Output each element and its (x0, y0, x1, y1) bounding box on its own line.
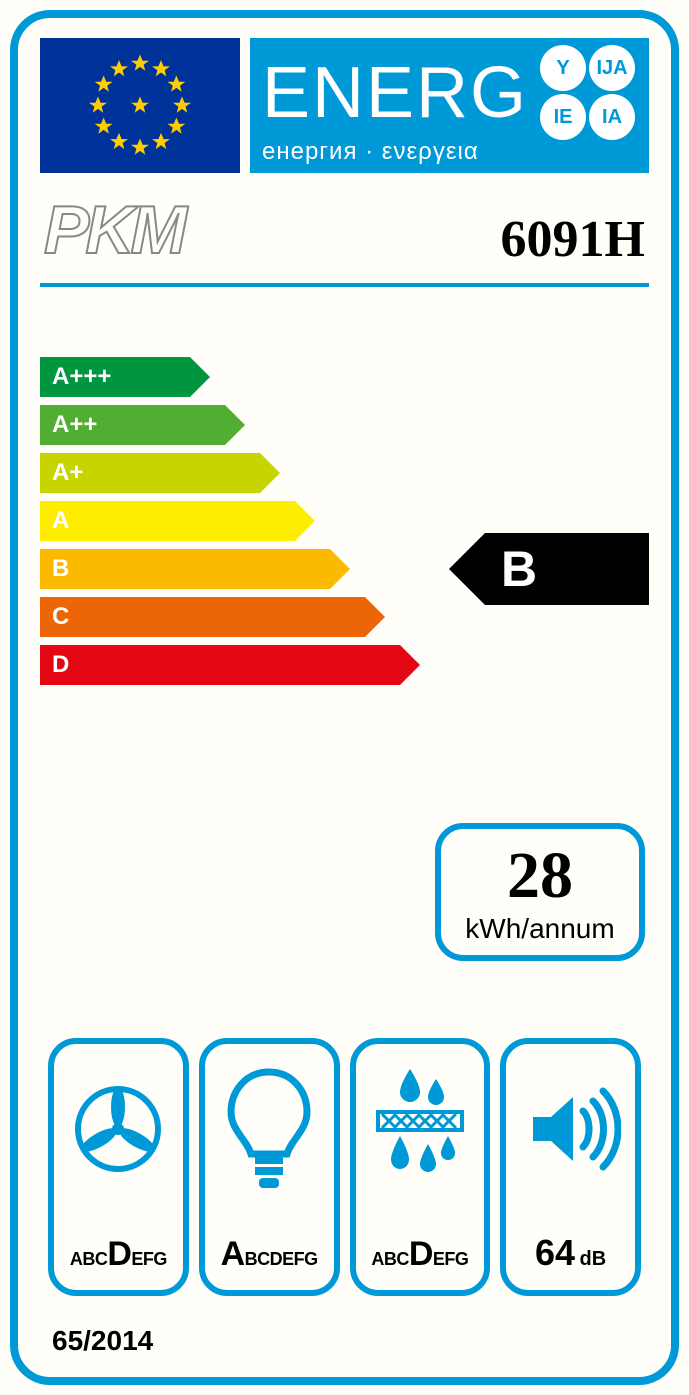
rating-arrow-tip-icon (449, 533, 485, 605)
arrow-tip-icon (365, 597, 385, 637)
energ-word: ENERG (262, 57, 528, 129)
energ-circle: IJA (589, 45, 635, 91)
efficiency-arrow: B (40, 549, 350, 589)
sub-rating-panel-noise: 64 dB (500, 1038, 641, 1296)
efficiency-arrow: C (40, 597, 385, 637)
header-row: ENERG Y IJA IE IA енергия · ενεργεια (40, 38, 649, 173)
grease-icon (370, 1064, 470, 1194)
noise-value: 64 dB (535, 1232, 606, 1274)
efficiency-arrow-label: A++ (40, 405, 225, 445)
brand-row: PKM 6091H (40, 173, 649, 287)
efficiency-arrow-label: A (40, 501, 295, 541)
sub-rating-panel-bulb: ABCDEFG (199, 1038, 340, 1296)
energ-subtitle: енергия · ενεργεια (262, 138, 637, 166)
sub-rating-scale: ABCDEFG (70, 1235, 167, 1274)
noise-icon (521, 1064, 621, 1194)
sub-rating-scale: ABCDEFG (221, 1235, 318, 1274)
arrow-tip-icon (330, 549, 350, 589)
efficiency-arrow-label: A+ (40, 453, 260, 493)
efficiency-arrow: A+ (40, 453, 280, 493)
efficiency-arrow: A++ (40, 405, 245, 445)
brand-logo: PKM (44, 191, 183, 269)
energ-suffix-circles: Y IJA IE IA (540, 45, 635, 140)
sub-rating-panel-grease: ABCDEFG (350, 1038, 491, 1296)
energy-label-card: ENERG Y IJA IE IA енергия · ενεργεια PKM… (10, 10, 679, 1385)
consumption-value: 28 (449, 843, 631, 909)
arrow-tip-icon (225, 405, 245, 445)
regulation-footer: 65/2014 (52, 1325, 153, 1357)
energ-circle: Y (540, 45, 586, 91)
consumption-box: 28 kWh/annum (435, 823, 645, 961)
efficiency-arrow-label: A+++ (40, 357, 190, 397)
efficiency-arrow-label: C (40, 597, 365, 637)
efficiency-arrows: A+++A++A+ABCDB (40, 357, 649, 727)
efficiency-arrow: A (40, 501, 315, 541)
model-number: 6091H (501, 210, 645, 269)
efficiency-arrow: D (40, 645, 420, 685)
arrow-tip-icon (190, 357, 210, 397)
consumption-unit: kWh/annum (449, 913, 631, 945)
arrow-tip-icon (260, 453, 280, 493)
energ-circle: IA (589, 94, 635, 140)
efficiency-arrow-label: B (40, 549, 330, 589)
arrow-tip-icon (295, 501, 315, 541)
bulb-icon (219, 1064, 319, 1194)
arrow-tip-icon (400, 645, 420, 685)
efficiency-arrow: A+++ (40, 357, 210, 397)
efficiency-arrow-label: D (40, 645, 400, 685)
rating-value: B (485, 533, 649, 605)
sub-rating-scale: ABCDEFG (371, 1235, 468, 1274)
sub-ratings-row: ABCDEFG ABCDEFG ABCDEFG 64 dB (48, 1038, 641, 1296)
energ-block: ENERG Y IJA IE IA енергия · ενεργεια (250, 38, 649, 173)
energ-circle: IE (540, 94, 586, 140)
sub-rating-panel-fan: ABCDEFG (48, 1038, 189, 1296)
fan-icon (68, 1064, 168, 1194)
eu-flag (40, 38, 240, 173)
rating-indicator: B (449, 533, 649, 605)
